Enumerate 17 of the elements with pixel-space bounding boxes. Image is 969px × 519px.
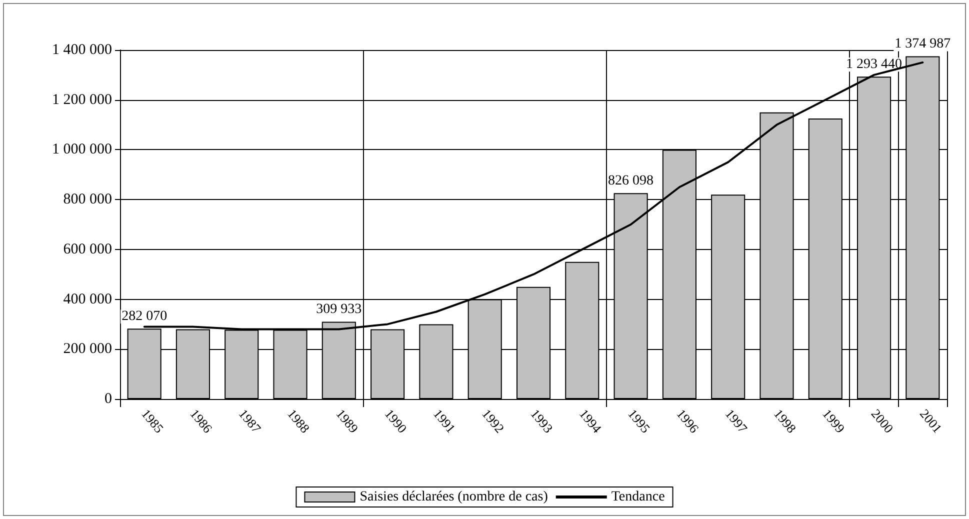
legend-label: Saisies déclarées (nombre de cas) [360, 490, 548, 504]
y-tick-label: 0 [104, 391, 112, 407]
data-label: 826 098 [608, 174, 654, 189]
data-label: 1 374 987 [894, 36, 951, 52]
y-tick-label: 1 400 000 [52, 42, 112, 58]
data-label: 1 293 440 [846, 57, 902, 72]
x-tick-label: 1987 [236, 406, 264, 436]
data-label: 309 933 [316, 302, 362, 318]
y-tick-label: 400 000 [63, 291, 112, 308]
y-tick-label: 600 000 [63, 241, 112, 258]
x-tick-label: 1997 [722, 406, 751, 436]
data-label: 282 070 [122, 309, 168, 324]
y-tick-label: 200 000 [63, 341, 112, 358]
y-tick-label: 800 000 [63, 192, 112, 208]
y-tick-label: 1 200 000 [52, 92, 112, 108]
legend-label: Tendance [611, 490, 665, 504]
y-tick-label: 1 000 000 [52, 142, 112, 158]
